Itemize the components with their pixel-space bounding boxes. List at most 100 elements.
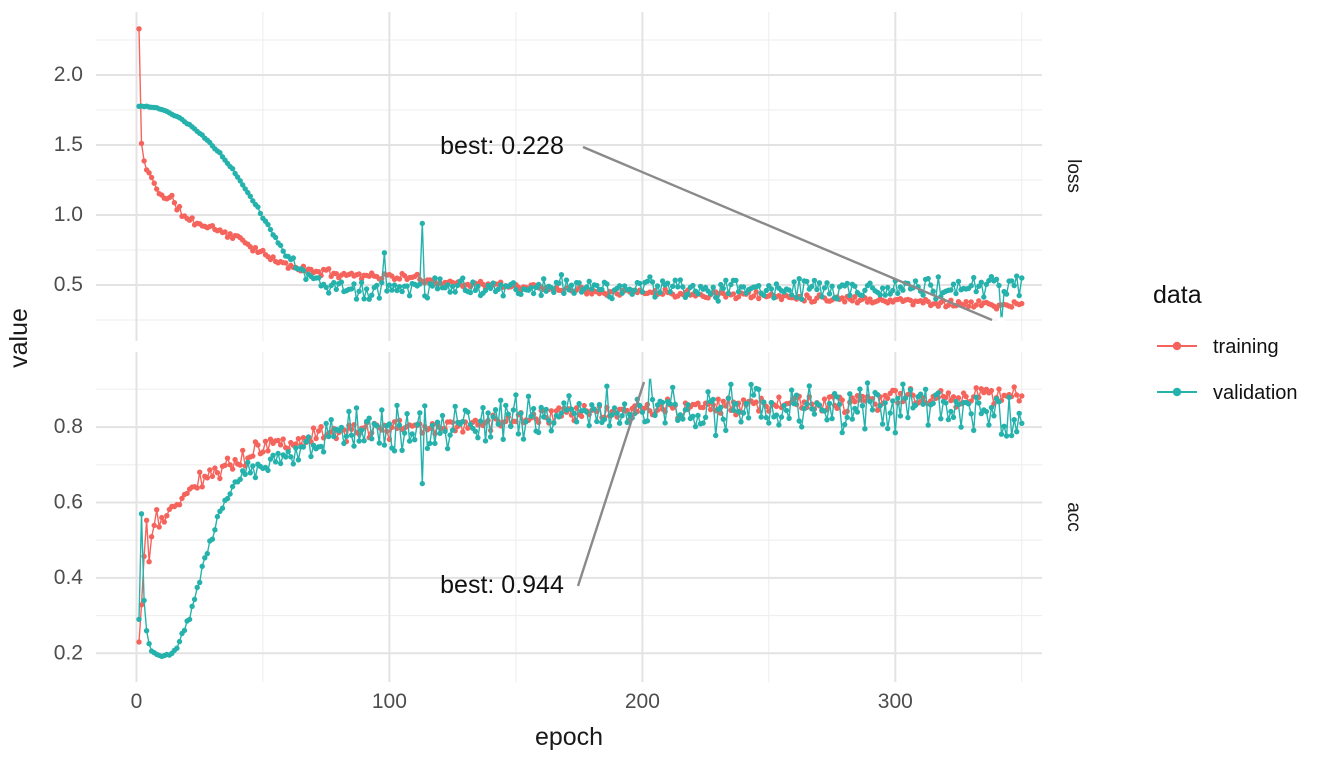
y-tick-label-loss: 1.0 xyxy=(54,203,83,226)
data-point xyxy=(639,289,646,295)
x-tick-label: 100 xyxy=(372,690,407,713)
data-point xyxy=(326,433,332,440)
axis-tick-labels: 0.5 1.0 1.5 2.0 0.2 0.4 0.6 0.8 0 100 200 300 xyxy=(54,63,913,713)
data-point xyxy=(950,394,957,400)
data-point xyxy=(439,412,446,419)
data-point xyxy=(146,170,152,176)
data-series xyxy=(136,26,1025,660)
data-point xyxy=(882,292,888,298)
data-point xyxy=(728,381,734,387)
data-point xyxy=(417,410,423,416)
data-point xyxy=(351,443,357,449)
data-point xyxy=(320,449,327,455)
data-point xyxy=(796,418,802,424)
data-point xyxy=(996,386,1002,392)
data-point xyxy=(293,445,299,451)
data-point xyxy=(718,281,724,288)
data-point xyxy=(680,284,686,290)
data-point xyxy=(151,180,157,186)
data-point xyxy=(1003,433,1010,439)
data-point xyxy=(652,412,658,419)
data-point xyxy=(356,438,362,444)
data-point xyxy=(154,507,160,513)
data-point xyxy=(854,409,861,415)
data-point xyxy=(558,410,565,416)
data-point xyxy=(326,266,332,272)
data-point xyxy=(672,401,678,407)
data-point xyxy=(252,245,259,251)
data-point xyxy=(750,392,757,398)
data-point xyxy=(199,484,205,490)
data-point xyxy=(892,387,898,394)
y-tick-label-loss: 0.5 xyxy=(54,273,83,296)
data-point xyxy=(664,280,671,286)
data-point xyxy=(735,289,742,295)
data-point xyxy=(950,414,957,420)
data-point xyxy=(892,430,898,436)
data-point xyxy=(675,417,681,423)
data-point xyxy=(250,463,256,469)
data-point xyxy=(943,400,949,406)
data-point xyxy=(315,275,322,281)
data-point xyxy=(260,449,266,455)
data-point xyxy=(558,272,565,278)
data-point xyxy=(275,450,281,457)
data-point xyxy=(804,401,810,407)
data-point xyxy=(948,397,954,404)
data-point xyxy=(568,406,575,412)
data-point xyxy=(998,431,1005,437)
data-point xyxy=(816,280,823,286)
data-point xyxy=(510,280,517,286)
data-point xyxy=(202,555,208,561)
data-point xyxy=(955,395,962,401)
data-point xyxy=(826,400,833,407)
data-point xyxy=(829,283,835,289)
data-point xyxy=(968,299,974,305)
data-point xyxy=(313,435,319,442)
data-point xyxy=(154,186,160,192)
data-point xyxy=(895,290,901,297)
data-point xyxy=(404,283,410,289)
data-point xyxy=(644,401,651,408)
data-point xyxy=(341,440,347,447)
data-point xyxy=(1016,292,1022,299)
x-tick-label: 0 xyxy=(131,690,143,713)
data-point xyxy=(399,288,405,295)
legend-item-validation: validation xyxy=(1157,382,1298,404)
data-point xyxy=(472,417,479,423)
data-point xyxy=(885,425,891,432)
data-point xyxy=(809,283,815,290)
data-point xyxy=(305,434,312,440)
data-point xyxy=(432,275,438,281)
data-point xyxy=(356,271,362,277)
data-point xyxy=(399,447,405,453)
data-point xyxy=(720,416,726,422)
data-point xyxy=(945,416,952,423)
data-point xyxy=(968,411,974,417)
data-point xyxy=(174,645,180,651)
data-point xyxy=(389,287,395,293)
data-point xyxy=(834,296,840,302)
data-point xyxy=(796,276,802,282)
data-point xyxy=(912,278,919,284)
data-point xyxy=(151,522,157,529)
series-line-training xyxy=(138,28,1023,310)
data-point xyxy=(460,429,466,435)
data-point xyxy=(290,461,296,467)
data-point xyxy=(141,597,147,604)
data-point xyxy=(773,403,780,410)
data-point xyxy=(381,442,388,448)
data-point xyxy=(783,407,790,414)
data-point xyxy=(637,280,643,287)
data-point xyxy=(586,278,592,284)
data-point xyxy=(229,166,236,172)
data-point xyxy=(621,401,628,407)
data-point xyxy=(950,281,957,287)
data-point xyxy=(480,405,486,411)
data-point xyxy=(902,395,909,401)
data-point xyxy=(138,140,145,147)
best-leader-line-acc xyxy=(576,381,646,587)
data-point xyxy=(715,396,721,402)
data-point xyxy=(250,453,256,459)
data-point xyxy=(740,284,747,290)
